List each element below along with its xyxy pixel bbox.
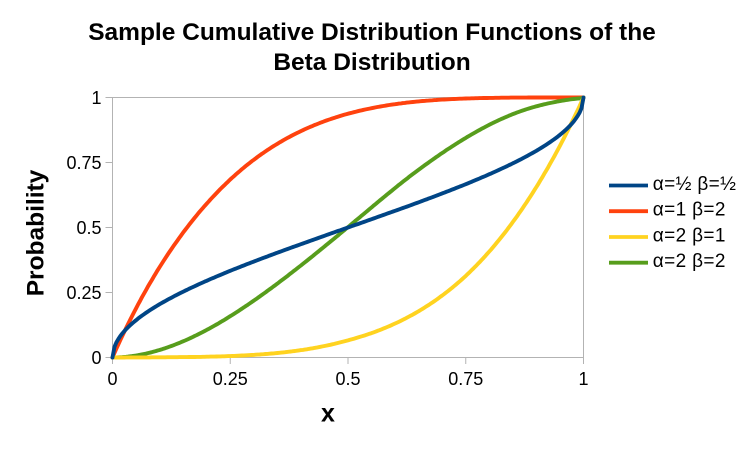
svg-text:0.5: 0.5 [335,369,360,389]
svg-text:0.75: 0.75 [448,369,483,389]
svg-text:α=2 β=2: α=2 β=2 [653,251,726,272]
svg-text:Beta Distribution: Beta Distribution [273,49,470,76]
svg-text:0.75: 0.75 [66,153,101,173]
svg-text:0: 0 [107,369,117,389]
svg-text:Probability: Probability [23,169,50,296]
svg-text:x: x [321,400,335,428]
svg-text:1: 1 [578,369,588,389]
svg-text:α=½ β=½: α=½ β=½ [653,174,737,195]
svg-text:1: 1 [91,88,101,108]
svg-text:Sample Cumulative Distribution: Sample Cumulative Distribution Functions… [88,19,656,46]
svg-text:α=1 β=2: α=1 β=2 [653,200,726,221]
svg-text:α=2 β=1: α=2 β=1 [653,226,726,247]
svg-text:0.5: 0.5 [76,218,101,238]
svg-text:0: 0 [91,348,101,368]
svg-text:0.25: 0.25 [66,283,101,303]
svg-text:0.25: 0.25 [213,369,248,389]
